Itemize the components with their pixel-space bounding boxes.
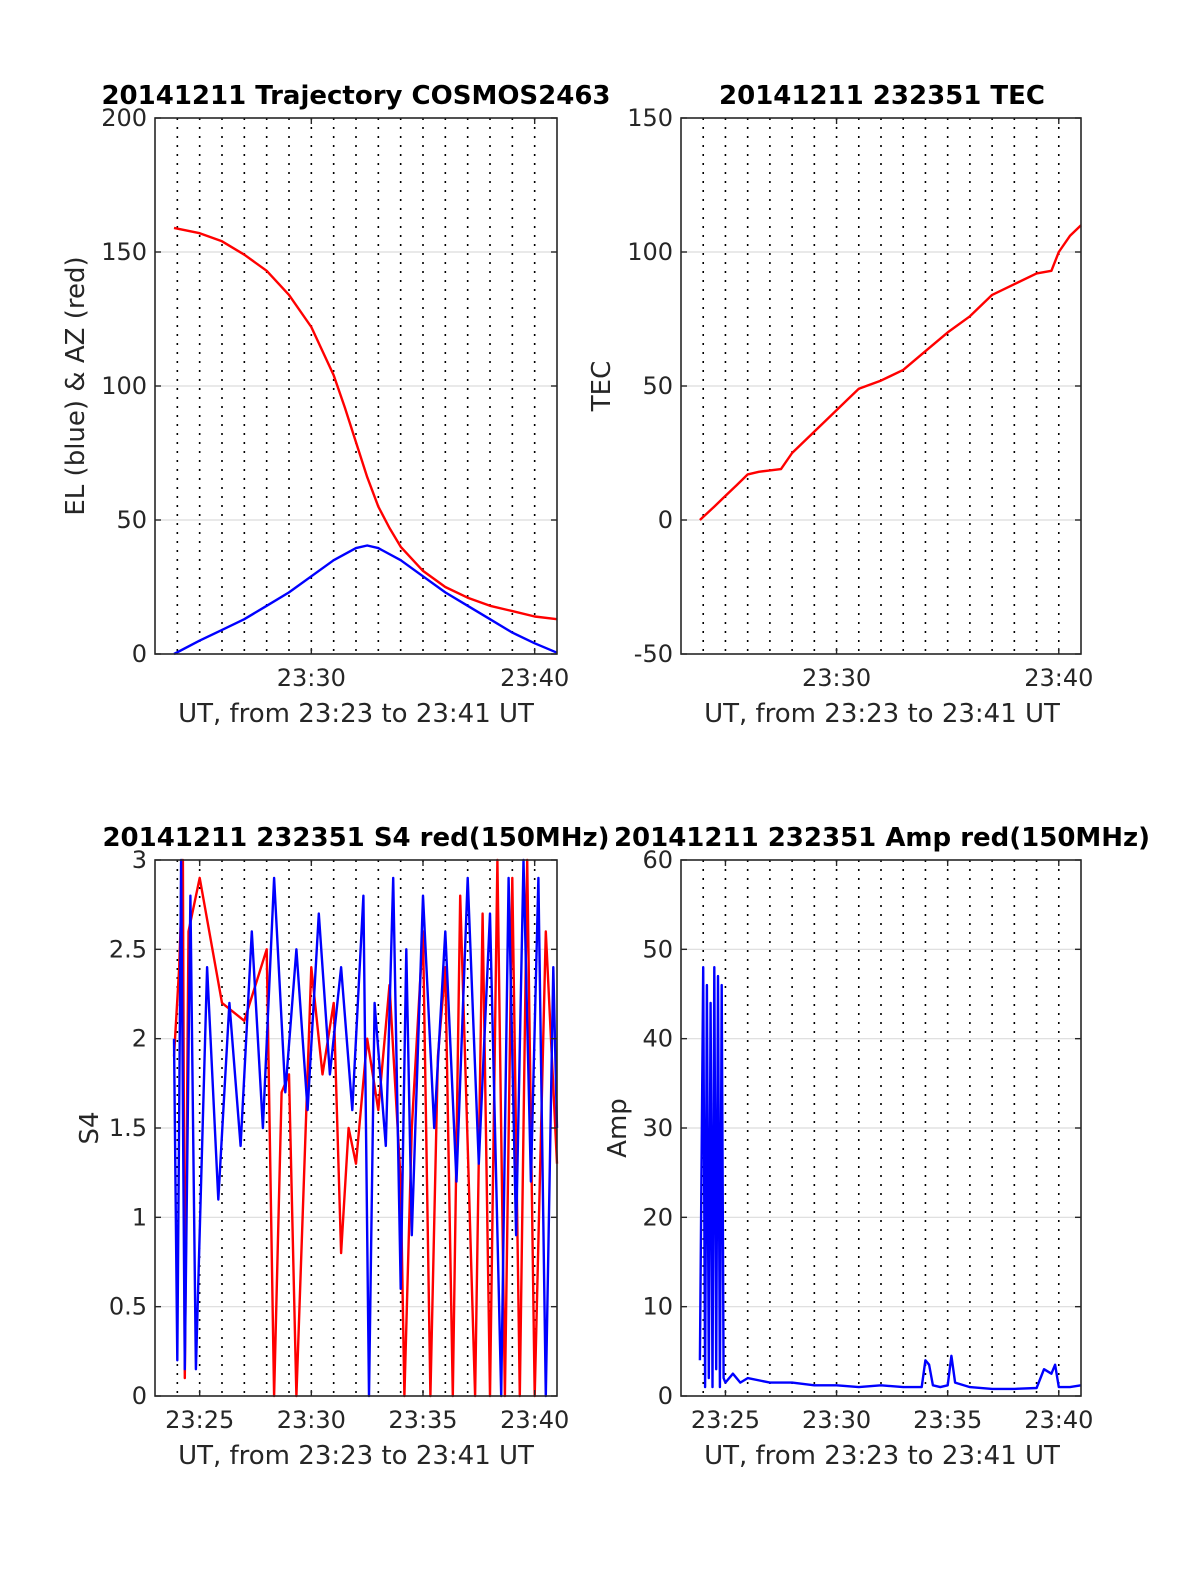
y-tick-label: 150 (627, 104, 673, 132)
x-tick-label: 23:35 (913, 1406, 982, 1434)
x-axis-label: UT, from 23:23 to 23:41 UT (178, 1441, 534, 1471)
y-tick-label: 60 (642, 846, 673, 874)
y-tick-label: 1 (132, 1203, 147, 1231)
y-tick-label: 1.5 (109, 1114, 147, 1142)
y-tick-label: 50 (642, 935, 673, 963)
chart-title: 20141211 232351 S4 red(150MHz) (102, 823, 609, 853)
x-tick-label: 23:40 (1024, 1406, 1093, 1434)
trajectory-chart: 20141211 Trajectory COSMOS2463 EL (blue)… (61, 81, 611, 729)
tec-chart: 20141211 232351 TEC TEC UT, from 23:23 t… (587, 81, 1093, 729)
x-tick-label: 23:35 (388, 1406, 457, 1434)
x-tick-label: 23:30 (802, 1406, 871, 1434)
x-tick-label: 23:40 (500, 1406, 569, 1434)
y-tick-label: 150 (101, 238, 147, 266)
y-tick-label: 0 (658, 506, 673, 534)
y-tick-label: 100 (627, 238, 673, 266)
series-line-tec (699, 224, 1082, 521)
y-tick-label: 30 (642, 1114, 673, 1142)
y-tick-label: 50 (642, 372, 673, 400)
y-tick-label: 0 (132, 640, 147, 668)
x-tick-label: 23:30 (802, 664, 871, 692)
y-tick-label: -50 (634, 640, 673, 668)
series-line-el (173, 544, 558, 656)
y-axis-label: S4 (75, 1111, 105, 1144)
x-tick-label: 23:40 (1024, 664, 1093, 692)
x-tick-label: 23:25 (165, 1406, 234, 1434)
y-tick-label: 0 (658, 1382, 673, 1410)
series-line-s4_blue (172, 858, 559, 1398)
x-tick-label: 23:30 (277, 664, 346, 692)
x-tick-label: 23:30 (277, 1406, 346, 1434)
x-axis-label: UT, from 23:23 to 23:41 UT (178, 699, 534, 729)
y-tick-label: 10 (642, 1293, 673, 1321)
y-tick-label: 0.5 (109, 1293, 147, 1321)
y-tick-label: 50 (116, 506, 147, 534)
x-tick-label: 23:40 (500, 664, 569, 692)
y-tick-label: 2 (132, 1025, 147, 1053)
x-tick-label: 23:25 (691, 1406, 760, 1434)
y-axis-label: EL (blue) & AZ (red) (61, 256, 91, 515)
y-tick-label: 3 (132, 846, 147, 874)
series-line-amp (698, 966, 1082, 1391)
amp-chart: 20141211 232351 Amp red(150MHz) Amp UT, … (603, 823, 1150, 1471)
s4-chart: 20141211 232351 S4 red(150MHz) S4 UT, fr… (75, 823, 610, 1471)
y-tick-label: 0 (132, 1382, 147, 1410)
chart-title: 20141211 Trajectory COSMOS2463 (101, 81, 610, 111)
y-tick-label: 2.5 (109, 935, 147, 963)
chart-title: 20141211 232351 TEC (719, 81, 1045, 111)
y-tick-label: 100 (101, 372, 147, 400)
y-tick-label: 200 (101, 104, 147, 132)
y-tick-label: 40 (642, 1025, 673, 1053)
y-tick-label: 20 (642, 1203, 673, 1231)
chart-title: 20141211 232351 Amp red(150MHz) (614, 823, 1150, 853)
y-axis-label: Amp (603, 1098, 633, 1158)
x-axis-label: UT, from 23:23 to 23:41 UT (704, 1441, 1060, 1471)
series-line-az (173, 226, 558, 621)
x-axis-label: UT, from 23:23 to 23:41 UT (704, 699, 1060, 729)
y-axis-label: TEC (587, 361, 617, 412)
